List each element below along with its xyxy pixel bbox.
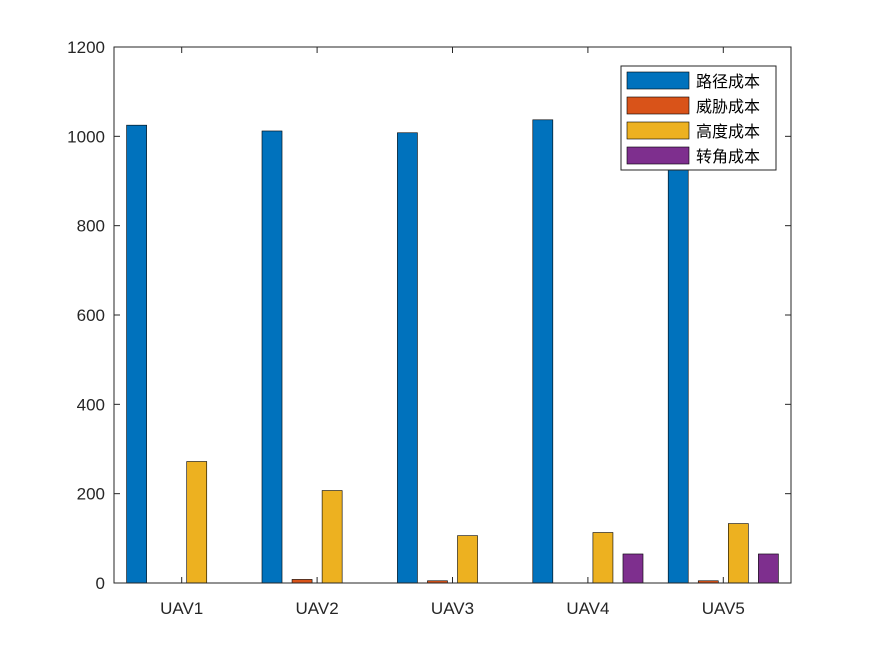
x-tick-label-uav1: UAV1 [160, 599, 203, 618]
y-tick-label: 800 [77, 217, 105, 236]
legend-swatch-4 [626, 146, 690, 165]
legend-label-2: 威胁成本 [696, 97, 760, 116]
legend-label-3: 高度成本 [696, 122, 760, 141]
x-tick-label-uav3: UAV3 [431, 599, 474, 618]
y-tick-label: 0 [96, 574, 105, 593]
x-tick-label-uav5: UAV5 [702, 599, 745, 618]
x-tick-label-uav2: UAV2 [296, 599, 339, 618]
bar-uav3-series-1 [397, 132, 418, 584]
y-tick-label: 1000 [67, 127, 105, 146]
y-tick-label: 600 [77, 306, 105, 325]
bar-uav4-series-4 [622, 553, 644, 584]
bar-uav1-series-1 [126, 124, 147, 584]
bar-uav1-series-3 [186, 461, 208, 584]
legend-swatch-3 [626, 121, 690, 140]
legend-label-4: 转角成本 [696, 147, 760, 166]
legend-swatch-1 [626, 71, 690, 90]
bar-uav2-series-3 [321, 490, 343, 584]
bar-uav5-series-4 [758, 553, 779, 584]
y-tick-label: 1200 [67, 38, 105, 57]
bar-uav3-series-3 [457, 535, 478, 584]
bar-uav5-series-3 [728, 523, 749, 584]
axes-layer: 0 200 400 600 800 1000 1200 UAV1 UAV2 UAV3 UAV4 UAV… [67, 38, 792, 618]
bar-uav5-series-1 [667, 162, 689, 584]
bar-uav4-series-3 [592, 532, 614, 584]
legend-label-1: 路径成本 [696, 72, 760, 91]
y-tick-label: 400 [77, 395, 105, 414]
legend-swatch-2 [626, 96, 690, 115]
bar-uav2-series-2 [291, 579, 313, 584]
bar-uav4-series-1 [532, 119, 554, 584]
bar-uav2-series-1 [261, 130, 283, 584]
bars-layer [126, 119, 779, 584]
y-tick-label: 200 [77, 485, 105, 504]
x-tick-label-uav4: UAV4 [566, 599, 609, 618]
